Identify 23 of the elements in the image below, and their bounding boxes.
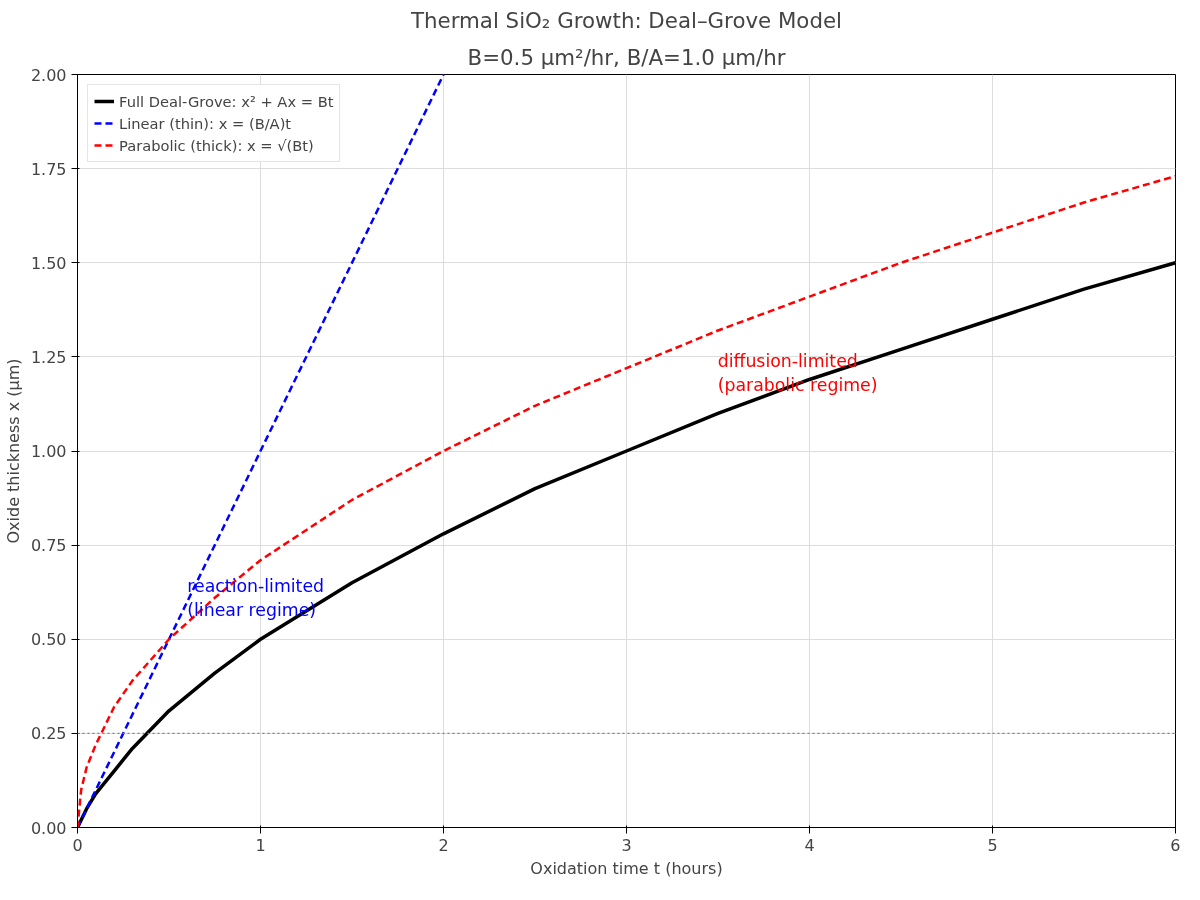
- chart-subtitle: B=0.5 µm²/hr, B/A=1.0 µm/hr: [467, 44, 786, 70]
- x-tick-label: 3: [621, 835, 632, 855]
- x-tick-label: 1: [255, 835, 266, 855]
- y-tick-label: 0.25: [30, 724, 67, 744]
- x-tick-label: 2: [438, 835, 449, 855]
- legend-label: Parabolic (thick): x = √(Bt): [119, 136, 314, 154]
- y-tick-label: 1.00: [30, 442, 67, 461]
- legend-label: Full Deal-Grove: x² + Ax = Bt: [119, 92, 334, 110]
- y-tick-label: 1.25: [30, 347, 67, 367]
- x-tick-label: 5: [987, 835, 998, 855]
- x-tick-label: 4: [804, 835, 815, 855]
- y-axis-title: Oxide thickness x (µm): [3, 358, 23, 544]
- chart-title: Thermal SiO₂ Growth: Deal–Grove Model: [410, 7, 842, 33]
- y-tick-label: 2.00: [30, 65, 67, 85]
- x-axis-title: Oxidation time t (hours): [530, 858, 723, 878]
- y-tick-label: 0.75: [30, 536, 67, 556]
- x-tick-label: 0: [72, 835, 83, 855]
- legend-label: Linear (thin): x = (B/A)t: [119, 114, 292, 132]
- y-tick-label: 0.00: [30, 818, 67, 838]
- x-tick-label: 6: [1170, 835, 1181, 855]
- y-tick-label: 0.50: [30, 630, 67, 650]
- y-tick-label: 1.75: [30, 159, 67, 179]
- y-tick-label: 1.50: [30, 253, 67, 273]
